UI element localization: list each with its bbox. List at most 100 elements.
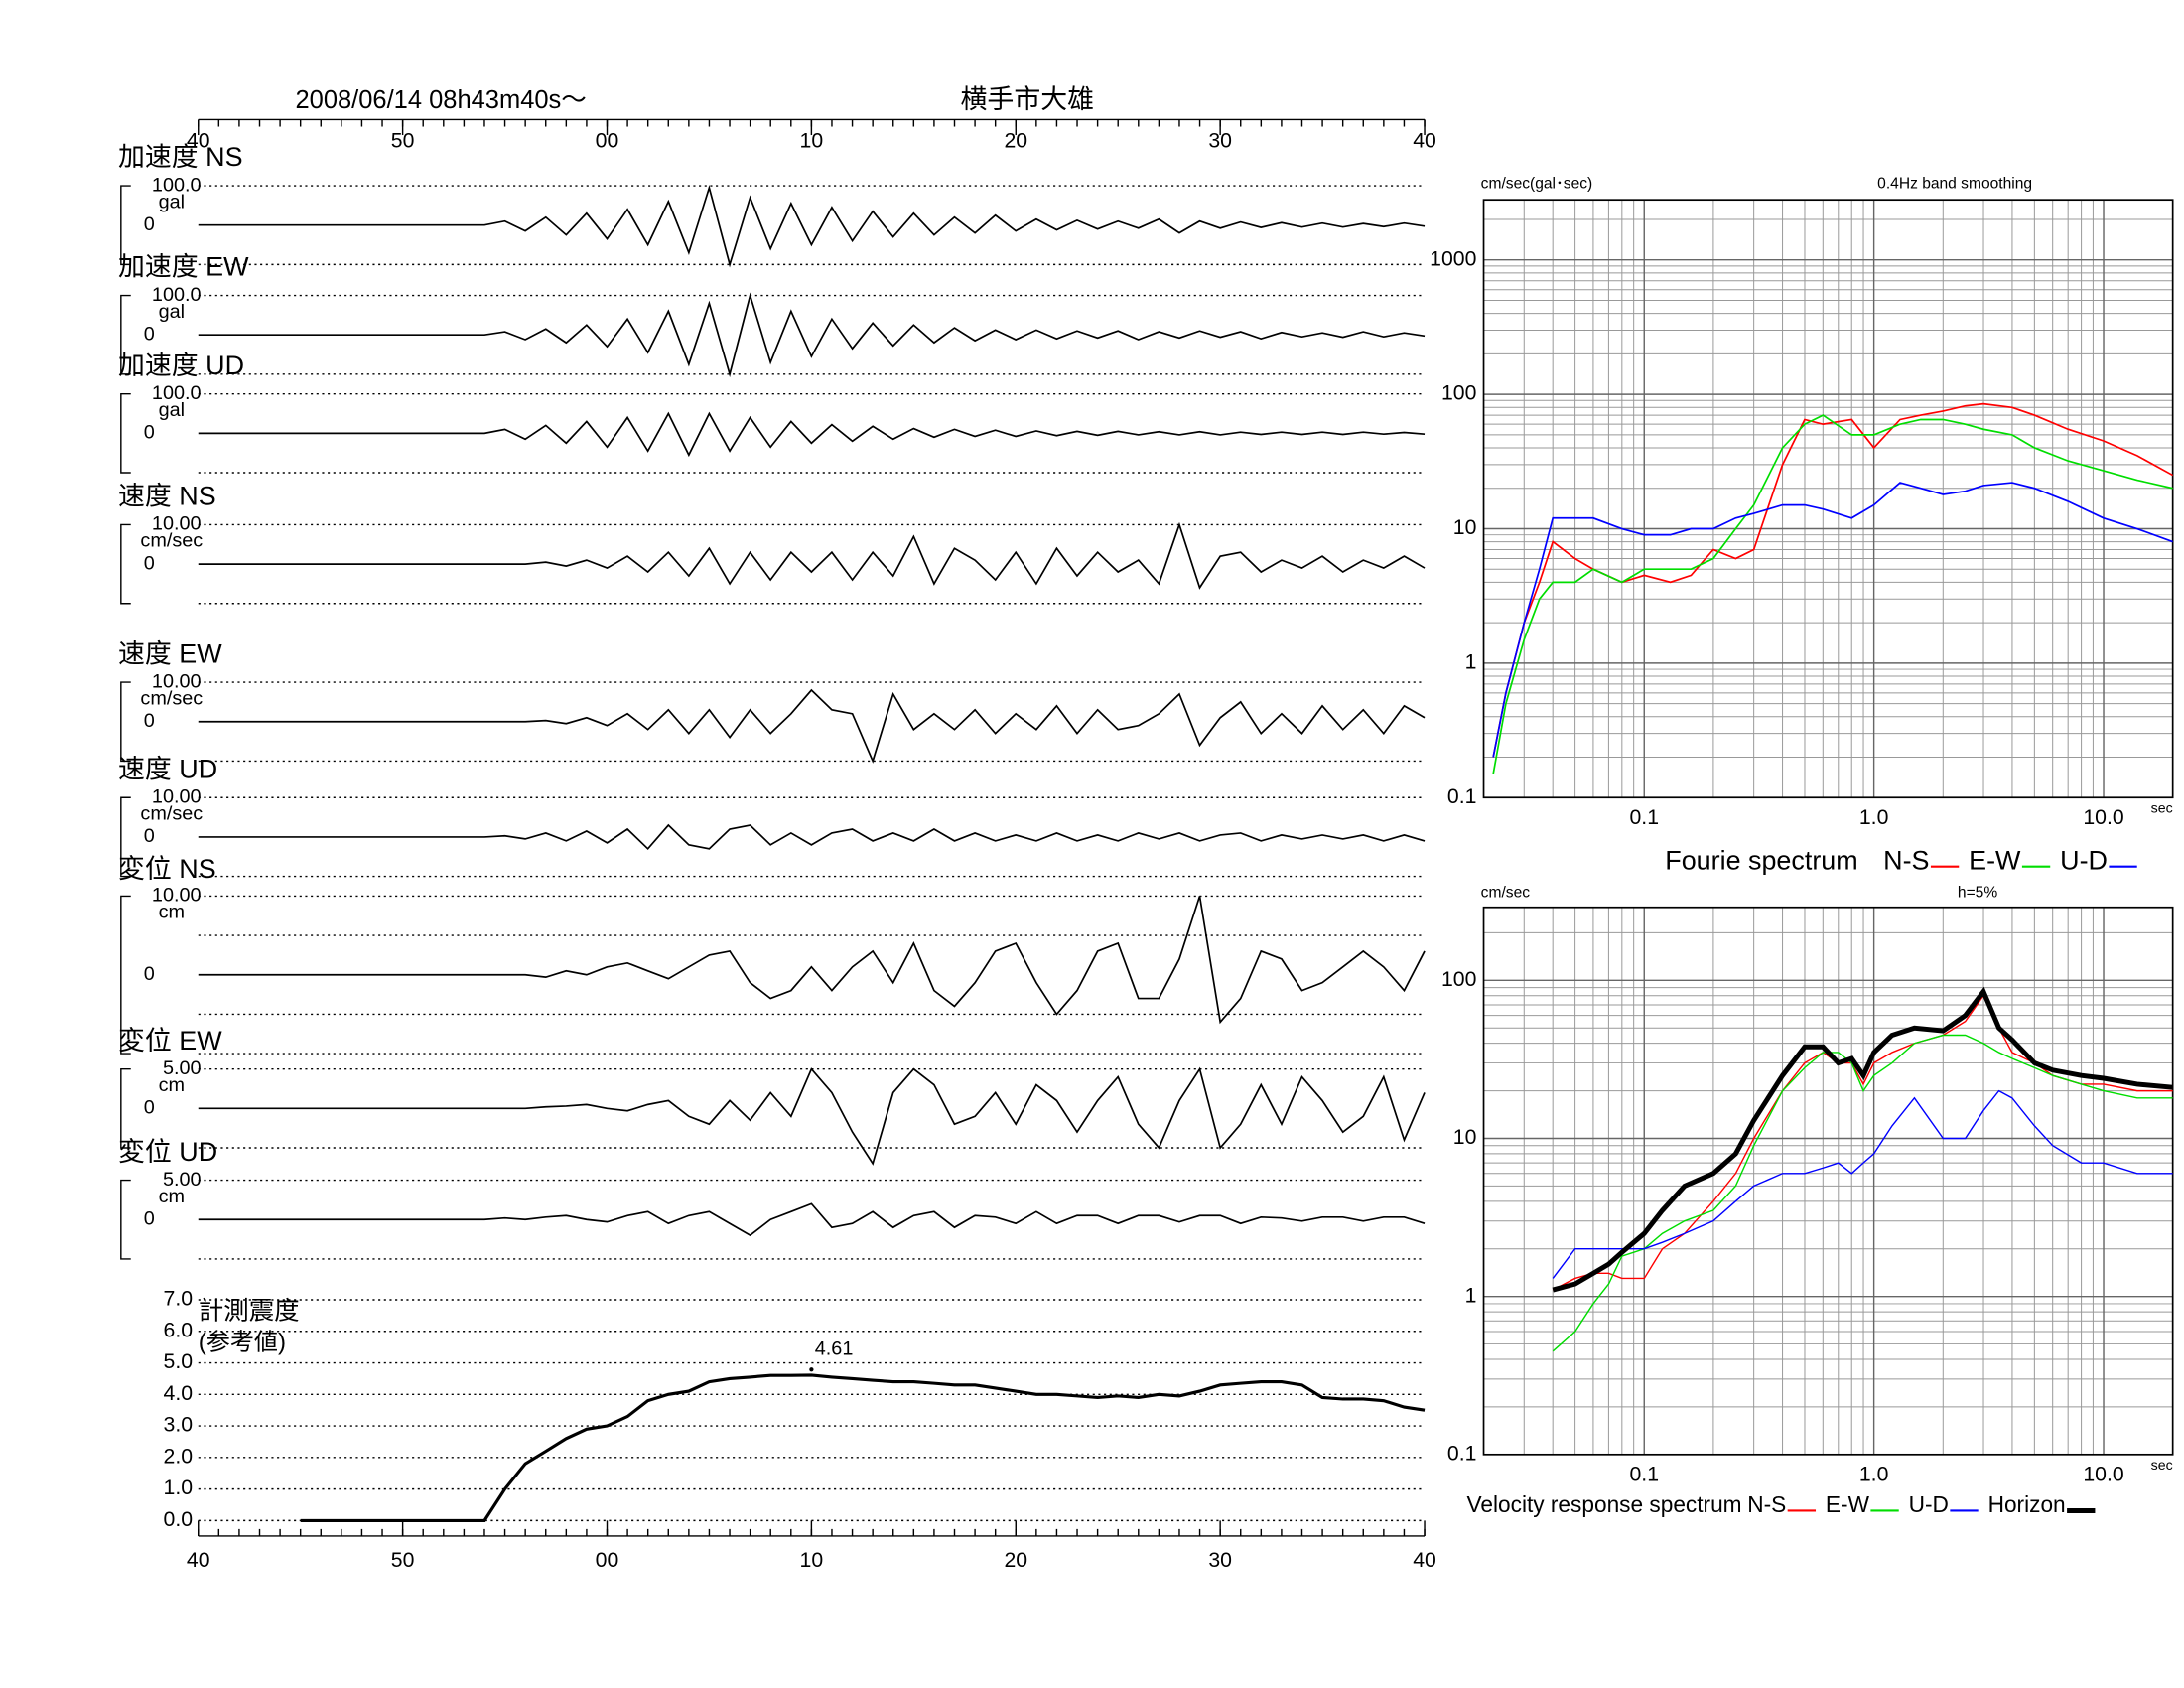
y-tick-label: 10 (1453, 1125, 1477, 1149)
trace-tick-label: 100.0 (152, 174, 202, 196)
trace-tick-label: 10.00 (152, 785, 202, 807)
intensity-tick-label: 3.0 (164, 1413, 194, 1437)
y-tick-label: 1 (1465, 1283, 1477, 1307)
trace-bracket (120, 681, 131, 763)
trace-waveform (198, 292, 1426, 378)
legend-label: E-W (1969, 846, 2021, 876)
x-tick-label: 0.1 (1629, 1463, 1659, 1486)
trace-label: 速度 NS (118, 482, 216, 511)
trace-waveform (198, 688, 1426, 764)
trace-bracket (120, 1067, 131, 1149)
trace-tick-label: 0 (144, 825, 155, 847)
trace-unit: cm (159, 1186, 185, 1207)
time-tick-label: 30 (1208, 1548, 1232, 1572)
trace-unit: gal (159, 399, 185, 421)
x-axis-unit: sec (2151, 800, 2173, 816)
legend-label: N-S (1883, 846, 1929, 876)
x-tick-label: 10.0 (2083, 805, 2123, 829)
trace-unit: cm (159, 1074, 185, 1096)
legend-label: U-D (1909, 1491, 1949, 1517)
plot-frame (1482, 906, 2174, 1456)
trace-tick-label: 0 (144, 710, 155, 732)
y-tick-label: 0.1 (1447, 784, 1477, 808)
trace-label: 加速度 EW (118, 252, 249, 282)
spectrum-line (1552, 994, 2173, 1291)
intensity-tick-label: 6.0 (164, 1318, 194, 1341)
time-tick-label: 40 (187, 129, 210, 153)
intensity-line (300, 1373, 1426, 1522)
trace-waveform (198, 1066, 1426, 1166)
x-tick-label: 10.0 (2083, 1463, 2123, 1486)
x-tick-label: 1.0 (1859, 805, 1889, 829)
record-datetime: 2008/06/14 08h43m40s〜 (295, 86, 586, 114)
trace-tick-label: 0 (144, 1097, 155, 1119)
y-tick-label: 10 (1453, 515, 1477, 539)
time-tick-label: 20 (1004, 129, 1027, 153)
trace-tick-label: 0 (144, 1207, 155, 1229)
intensity-peak-label: 4.61 (815, 1338, 854, 1360)
intensity-label: (参考値) (199, 1329, 286, 1355)
trace-waveform (198, 184, 1426, 268)
legend-title: Velocity response spectrum (1467, 1491, 1742, 1517)
spectrum-line (1492, 402, 2174, 758)
time-tick-label: 40 (1413, 1548, 1436, 1572)
spectrum-note: 0.4Hz band smoothing (1877, 176, 2032, 193)
trace-unit: cm/sec (140, 802, 203, 824)
trace-tick-label: 0 (144, 422, 155, 444)
time-tick-label: 40 (187, 1548, 210, 1572)
trace-tick-label: 10.00 (152, 670, 202, 692)
trace-label: 加速度 UD (118, 351, 244, 380)
intensity-label: 計測震度 (199, 1297, 300, 1325)
trace-unit: gal (159, 191, 185, 212)
trace-tick-label: 0 (144, 213, 155, 235)
trace-label: 速度 UD (118, 754, 217, 783)
time-tick-label: 30 (1208, 129, 1232, 153)
x-tick-label: 0.1 (1629, 805, 1659, 829)
trace-label: 変位 NS (118, 854, 216, 884)
time-tick-label: 00 (596, 129, 619, 153)
trace-bracket (120, 294, 131, 375)
x-tick-label: 1.0 (1859, 1463, 1889, 1486)
trace-bracket (120, 796, 131, 878)
spectrum-line (1552, 1089, 2173, 1279)
trace-label: 速度 EW (118, 638, 222, 668)
trace-bracket (120, 895, 131, 1055)
trace-waveform (198, 823, 1426, 851)
intensity-peak (809, 1367, 814, 1372)
plot-frame (1482, 199, 2174, 799)
y-tick-label: 100 (1441, 381, 1476, 405)
legend-label: U-D (2060, 846, 2108, 876)
trace-bracket (120, 392, 131, 474)
time-tick-label: 00 (596, 1548, 619, 1572)
intensity-tick-label: 0.0 (164, 1507, 194, 1531)
time-tick-label: 50 (391, 1548, 415, 1572)
trace-tick-label: 100.0 (152, 382, 202, 404)
trace-bracket (120, 185, 131, 266)
trace-tick-label: 5.00 (163, 1057, 202, 1079)
y-axis-label: cm/sec (1481, 885, 1531, 902)
trace-unit: cm/sec (140, 530, 203, 552)
trace-bracket (120, 1179, 131, 1260)
trace-waveform (198, 521, 1426, 590)
trace-tick-label: 10.00 (152, 513, 202, 535)
trace-waveform (198, 896, 1426, 1025)
spectrum-note: h=5% (1958, 885, 1997, 902)
time-tick-label: 50 (391, 129, 415, 153)
y-tick-label: 1000 (1430, 246, 1476, 270)
y-tick-label: 100 (1441, 967, 1476, 991)
trace-waveform (198, 1202, 1426, 1237)
intensity-tick-label: 7.0 (164, 1287, 194, 1311)
intensity-tick-label: 1.0 (164, 1476, 194, 1499)
y-axis-label: cm/sec(gal･sec) (1481, 176, 1593, 193)
trace-waveform (198, 411, 1426, 458)
intensity-tick-label: 2.0 (164, 1444, 194, 1468)
trace-tick-label: 10.00 (152, 885, 202, 907)
intensity-tick-label: 5.0 (164, 1349, 194, 1373)
time-tick-label: 10 (800, 1548, 824, 1572)
station-name: 横手市大雄 (961, 84, 1095, 114)
trace-tick-label: 0 (144, 963, 155, 985)
x-axis-unit: sec (2151, 1458, 2173, 1474)
legend-title: Fourie spectrum (1665, 846, 1857, 876)
